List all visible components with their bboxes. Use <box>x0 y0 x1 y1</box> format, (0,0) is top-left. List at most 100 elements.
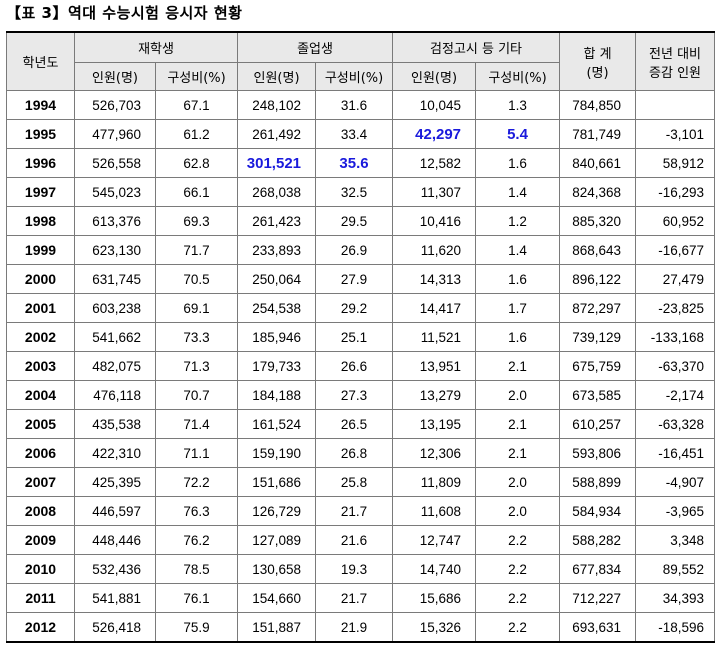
cell-ged-count: 13,279 <box>392 380 477 410</box>
cell-graduates-count: 184,188 <box>237 380 317 410</box>
cell-total-value: 693,631 <box>572 619 622 635</box>
cell-graduates-count-value: 301,521 <box>246 154 302 172</box>
cell-graduates-count: 126,729 <box>237 496 317 526</box>
cell-graduates-ratio-value: 35.6 <box>339 154 369 172</box>
cell-graduates-count: 261,492 <box>237 119 317 149</box>
table-row: 1995 477,960 61.2 261,492 33.4 42,297 5.4 781,7… <box>6 119 716 149</box>
cell-total-value: 885,320 <box>572 213 622 229</box>
cell-ged-count: 11,608 <box>392 496 477 526</box>
cell-total: 784,850 <box>559 90 637 120</box>
cell-change-value: -16,293 <box>658 184 705 200</box>
cell-enrolled-count: 476,118 <box>74 380 156 410</box>
cell-change-value: -2,174 <box>665 387 705 403</box>
cell-ged-ratio-value: 2.0 <box>508 387 527 403</box>
cell-graduates-count: 301,521 <box>237 148 317 178</box>
cell-ged-ratio-value: 2.0 <box>508 474 527 490</box>
cell-ged-ratio-value: 1.6 <box>508 155 527 171</box>
header-ged-ratio: 구성비(%) <box>475 62 561 91</box>
cell-total-value: 675,759 <box>572 358 622 374</box>
cell-total-value: 781,749 <box>572 126 622 142</box>
cell-graduates-count: 268,038 <box>237 177 317 207</box>
cell-year: 2006 <box>6 438 75 468</box>
cell-ged-count: 12,747 <box>392 525 477 555</box>
cell-ged-ratio: 2.1 <box>475 351 561 381</box>
cell-enrolled-count-value: 545,023 <box>92 184 141 200</box>
cell-graduates-ratio-value: 32.5 <box>340 184 368 200</box>
cell-ged-ratio: 1.7 <box>475 293 561 323</box>
cell-enrolled-ratio-value: 76.3 <box>183 503 210 519</box>
cell-change-value: -63,328 <box>658 416 705 432</box>
cell-ged-count: 42,297 <box>392 119 477 149</box>
cell-graduates-count-value: 126,729 <box>252 503 302 519</box>
cell-change: -133,168 <box>635 322 716 352</box>
cell-ged-ratio: 1.4 <box>475 235 561 265</box>
cell-total: 885,320 <box>559 206 637 236</box>
cell-graduates-ratio-value: 31.6 <box>340 97 368 113</box>
cell-ged-count: 14,417 <box>392 293 477 323</box>
cell-ged-ratio: 2.2 <box>475 612 561 643</box>
cell-enrolled-count-value: 482,075 <box>92 358 141 374</box>
cell-graduates-count-value: 127,089 <box>252 532 302 548</box>
cell-total-value: 584,934 <box>572 503 622 519</box>
cell-year: 2005 <box>6 409 75 439</box>
cell-enrolled-ratio: 75.9 <box>154 612 239 643</box>
cell-year-value: 2003 <box>24 358 57 374</box>
cell-change-value: -4,907 <box>665 474 705 490</box>
cell-ged-count: 11,620 <box>392 235 477 265</box>
cell-change: -16,677 <box>635 235 716 265</box>
cell-graduates-ratio: 31.6 <box>315 90 394 120</box>
cell-ged-ratio-value: 1.4 <box>508 242 527 258</box>
cell-graduates-ratio: 26.6 <box>315 351 394 381</box>
cell-ged-ratio-value: 1.3 <box>508 97 527 113</box>
cell-total-value: 739,129 <box>572 329 622 345</box>
cell-year: 1997 <box>6 177 75 207</box>
cell-enrolled-count: 422,310 <box>74 438 156 468</box>
cell-enrolled-ratio-value: 67.1 <box>183 97 210 113</box>
cell-total-value: 784,850 <box>572 97 622 113</box>
cell-ged-count-value: 10,416 <box>419 213 462 229</box>
cell-year-value: 2010 <box>24 561 57 577</box>
cell-enrolled-count-value: 526,703 <box>92 97 141 113</box>
cell-ged-count-value: 11,620 <box>420 242 462 258</box>
table-row: 2010 532,436 78.5 130,658 19.3 14,740 2.2 677,8… <box>6 554 716 584</box>
cell-ged-count: 11,521 <box>392 322 477 352</box>
cell-ged-count-value: 14,313 <box>419 271 462 287</box>
cell-change: -2,174 <box>635 380 716 410</box>
cell-enrolled-ratio: 61.2 <box>154 119 239 149</box>
cell-total-value: 593,806 <box>572 445 622 461</box>
cell-enrolled-ratio: 76.2 <box>154 525 239 555</box>
cell-graduates-ratio-value: 27.9 <box>340 271 368 287</box>
cell-enrolled-ratio-value: 71.4 <box>183 416 210 432</box>
cell-year: 1999 <box>6 235 75 265</box>
cell-total-value: 673,585 <box>572 387 622 403</box>
cell-change: 58,912 <box>635 148 716 178</box>
cell-enrolled-count: 425,395 <box>74 467 156 497</box>
cell-graduates-count: 127,089 <box>237 525 317 555</box>
cell-ged-ratio: 1.4 <box>475 177 561 207</box>
cell-enrolled-count: 545,023 <box>74 177 156 207</box>
cell-graduates-count: 261,423 <box>237 206 317 236</box>
cell-total-value: 712,227 <box>572 590 622 606</box>
cell-enrolled-ratio: 70.7 <box>154 380 239 410</box>
cell-ged-count-value: 11,608 <box>420 503 462 519</box>
cell-year-value: 1995 <box>24 126 57 142</box>
cell-total: 896,122 <box>559 264 637 294</box>
cell-ged-ratio: 2.1 <box>475 409 561 439</box>
cell-total: 675,759 <box>559 351 637 381</box>
cell-total: 712,227 <box>559 583 637 613</box>
cell-enrolled-count-value: 532,436 <box>92 561 141 577</box>
cell-enrolled-count: 631,745 <box>74 264 156 294</box>
cell-enrolled-ratio-value: 61.2 <box>183 126 210 142</box>
cell-year: 1998 <box>6 206 75 236</box>
cell-ged-ratio-value: 1.7 <box>508 300 527 316</box>
cell-enrolled-ratio: 66.1 <box>154 177 239 207</box>
table-row: 2006 422,310 71.1 159,190 26.8 12,306 2.1 593,8… <box>6 438 716 468</box>
cell-enrolled-count: 541,662 <box>74 322 156 352</box>
cell-graduates-count: 130,658 <box>237 554 317 584</box>
table-row: 2003 482,075 71.3 179,733 26.6 13,951 2.1 675,7… <box>6 351 716 381</box>
cell-enrolled-ratio: 78.5 <box>154 554 239 584</box>
cell-graduates-ratio: 25.1 <box>315 322 394 352</box>
cell-enrolled-ratio: 67.1 <box>154 90 239 120</box>
cell-enrolled-ratio-value: 71.1 <box>183 445 210 461</box>
cell-graduates-count: 254,538 <box>237 293 317 323</box>
